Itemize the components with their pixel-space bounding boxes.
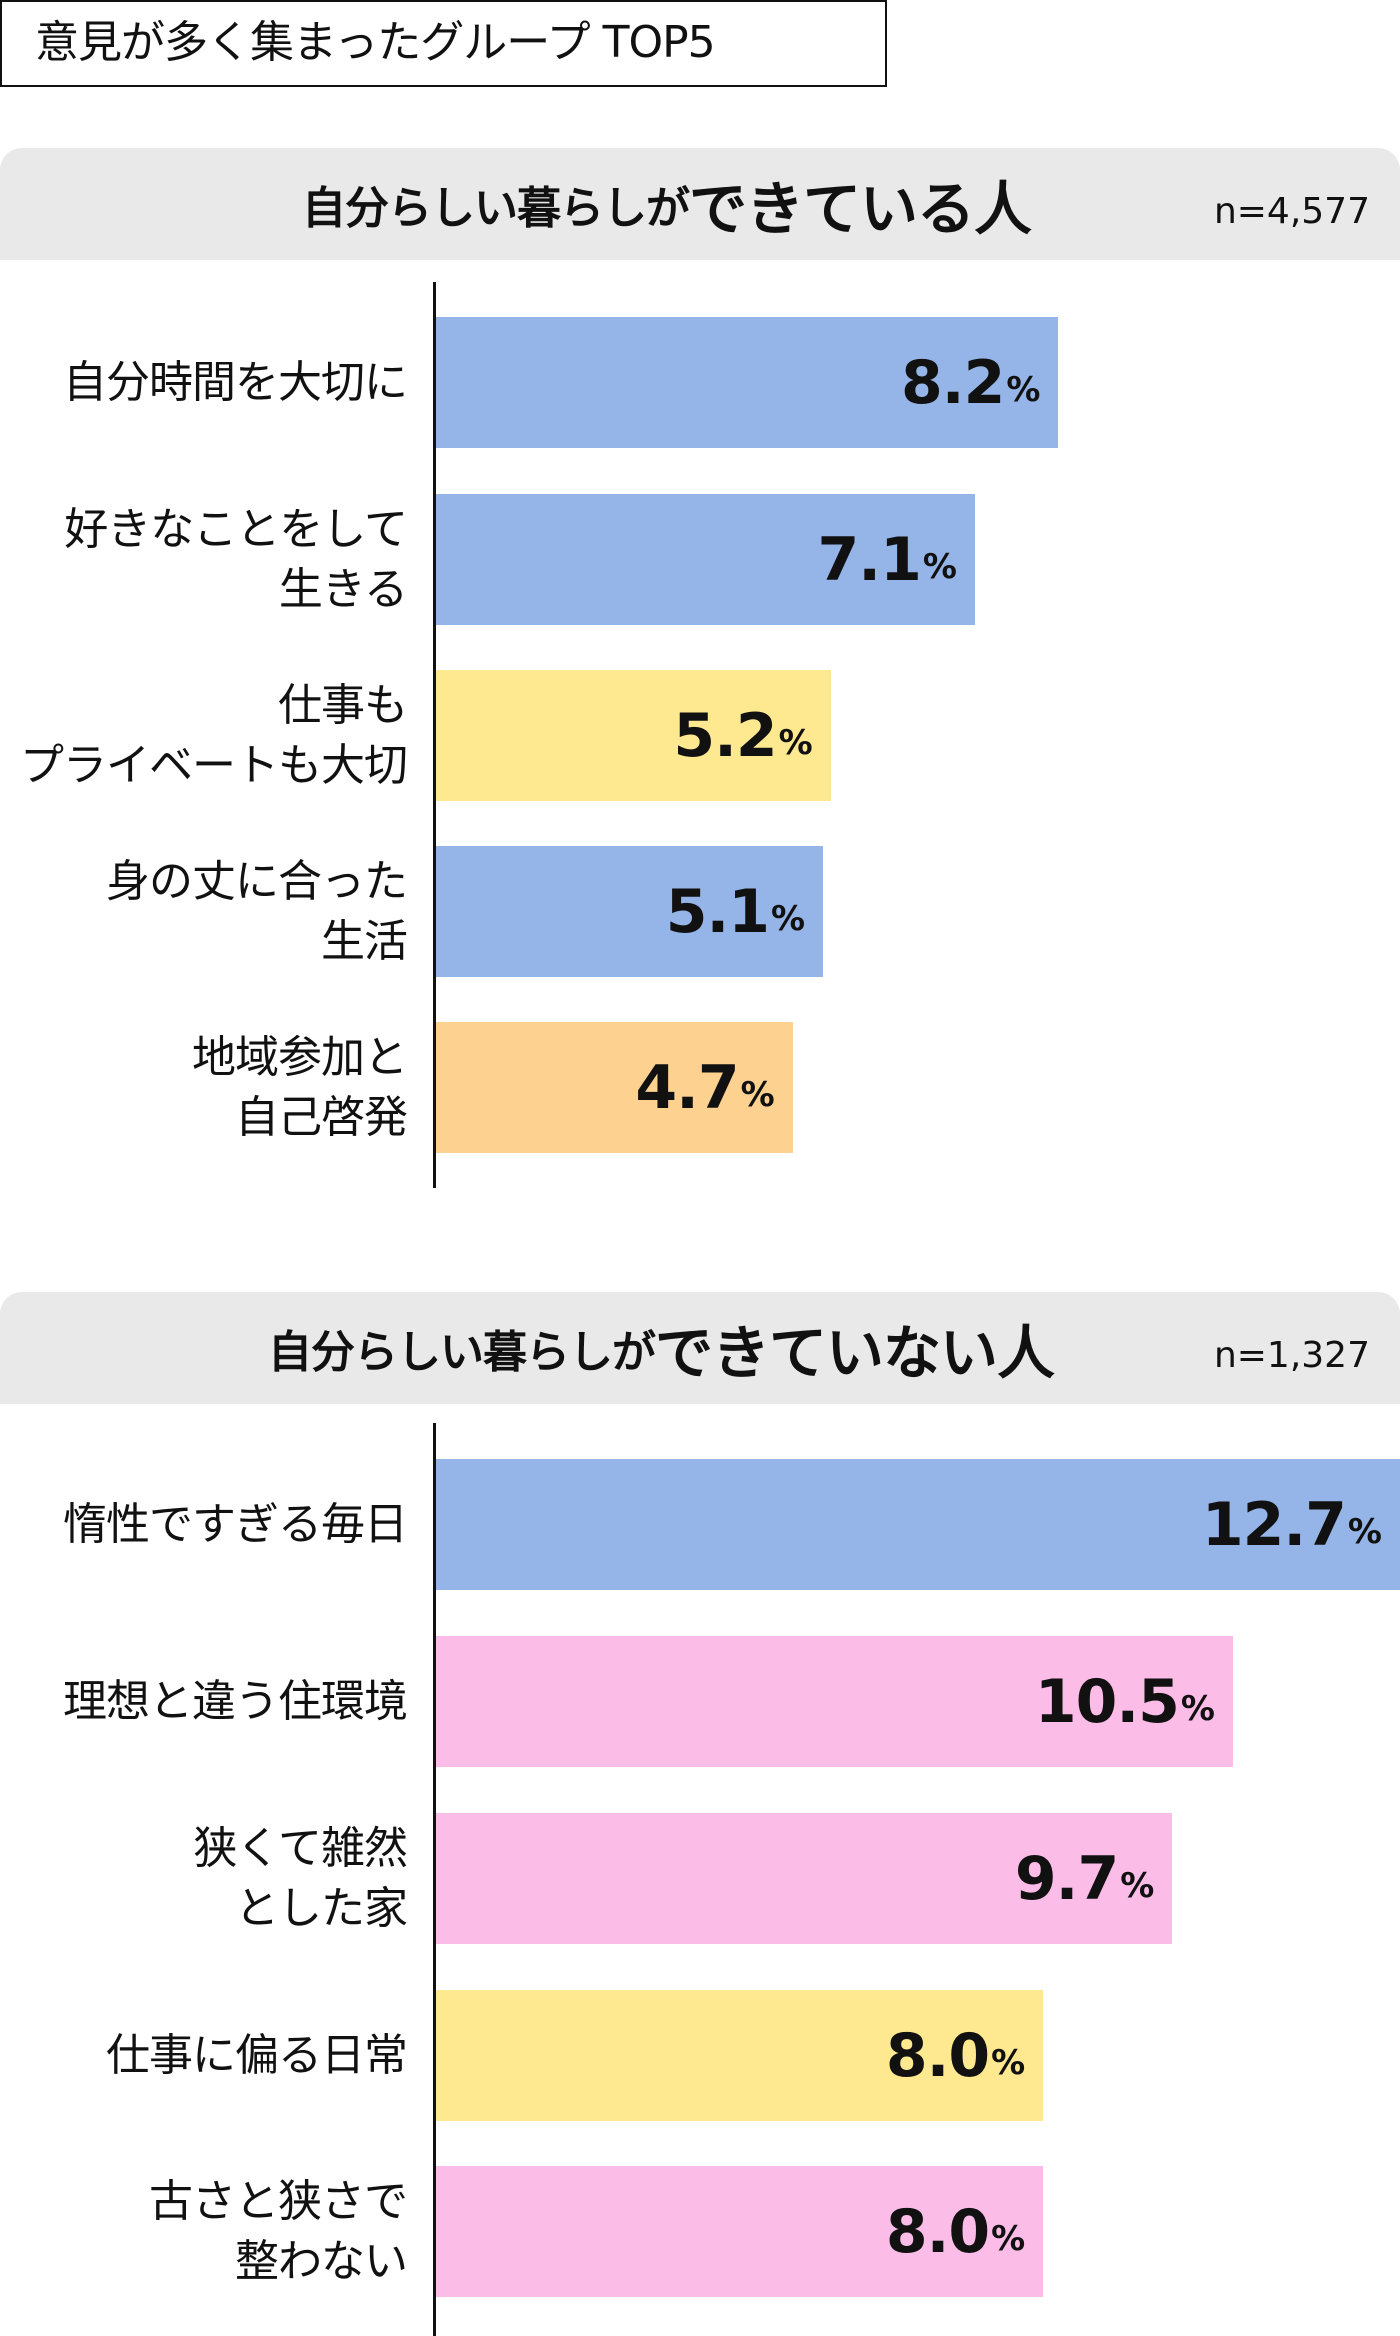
category-label: 理想と違う住環境 <box>63 1675 408 1727</box>
bar-value-label: 8.0% <box>886 1990 1025 2121</box>
bar-value-label: 10.5% <box>1035 1636 1215 1767</box>
bar-value-label: 5.1% <box>666 846 805 977</box>
category-label: 自分時間を大切に <box>63 356 408 408</box>
bar-value-label: 8.2% <box>901 317 1040 448</box>
percent-unit: % <box>771 898 806 939</box>
chart-title-box: 意見が多く集まったグループ TOP5 <box>0 0 887 87</box>
bar-value: 4.7 <box>635 1052 739 1123</box>
bar-value: 8.0 <box>885 2020 990 2091</box>
bar: 5.1% <box>436 846 824 977</box>
section-title: 自分らしい暮らしが できていない人 <box>268 1292 1055 1404</box>
percent-unit: % <box>778 722 813 763</box>
category-label: 身の丈に合った 生活 <box>106 855 408 967</box>
category-label: 古さと狭さで 整わない <box>149 2175 408 2287</box>
section-header-can: 自分らしい暮らしが できている人 n=4,577 <box>0 148 1400 260</box>
bar: 5.2% <box>436 670 831 801</box>
percent-unit: % <box>991 2042 1026 2083</box>
percent-unit: % <box>1006 369 1041 410</box>
bar-value: 8.2 <box>901 347 1005 418</box>
percent-unit: % <box>922 546 957 587</box>
bar: 8.2% <box>436 317 1059 448</box>
y-axis-line <box>433 1423 436 2336</box>
bar-value-label: 12.7% <box>1202 1459 1382 1590</box>
bar-value-label: 4.7% <box>635 1022 774 1153</box>
percent-unit: % <box>740 1074 775 1115</box>
bar-value: 12.7 <box>1201 1489 1347 1560</box>
bar-value: 9.7 <box>1014 1843 1119 1914</box>
category-label: 仕事に偏る日常 <box>106 2029 408 2081</box>
bar: 4.7% <box>436 1022 793 1153</box>
bar-value-label: 7.1% <box>818 494 957 625</box>
bar: 8.0% <box>436 2166 1044 2297</box>
category-label: 惰性ですぎる毎日 <box>63 1498 408 1550</box>
chart-title: 意見が多く集まったグループ TOP5 <box>35 17 716 68</box>
bar-value: 5.1 <box>665 876 770 947</box>
sample-size: n=4,577 <box>1213 191 1370 232</box>
percent-unit: % <box>991 2218 1026 2259</box>
category-label: 仕事も プライベートも大切 <box>20 679 408 791</box>
y-axis-line <box>433 282 436 1188</box>
bar: 8.0% <box>436 1990 1044 2121</box>
bar-value: 8.0 <box>885 2196 990 2267</box>
section-title: 自分らしい暮らしが できている人 <box>302 148 1032 260</box>
bar-value: 7.1 <box>817 524 922 595</box>
section-title-emphasis: できている人 <box>689 175 1032 243</box>
sample-size: n=1,327 <box>1213 1335 1370 1376</box>
bar-value: 5.2 <box>673 700 777 771</box>
bar-value-label: 9.7% <box>1015 1813 1154 1944</box>
category-label: 狭くて雑然 とした家 <box>193 1822 408 1934</box>
section-title-prefix: 自分らしい暮らしが <box>268 1327 656 1378</box>
section-title-prefix: 自分らしい暮らしが <box>302 183 690 234</box>
bar: 12.7% <box>436 1459 1400 1590</box>
percent-unit: % <box>1180 1688 1215 1729</box>
section-title-emphasis: できていない人 <box>655 1319 1055 1387</box>
bar: 7.1% <box>436 494 975 625</box>
percent-unit: % <box>1120 1865 1155 1906</box>
bar: 9.7% <box>436 1813 1173 1944</box>
bar-value-label: 8.0% <box>886 2166 1025 2297</box>
percent-unit: % <box>1347 1511 1382 1552</box>
category-label: 地域参加と 自己啓発 <box>192 1031 408 1143</box>
bar-value-label: 5.2% <box>673 670 812 801</box>
category-label: 好きなことをして 生きる <box>64 503 408 615</box>
bar-value: 10.5 <box>1034 1666 1180 1737</box>
section-header-cannot: 自分らしい暮らしが できていない人 n=1,327 <box>0 1292 1400 1404</box>
bar: 10.5% <box>436 1636 1233 1767</box>
